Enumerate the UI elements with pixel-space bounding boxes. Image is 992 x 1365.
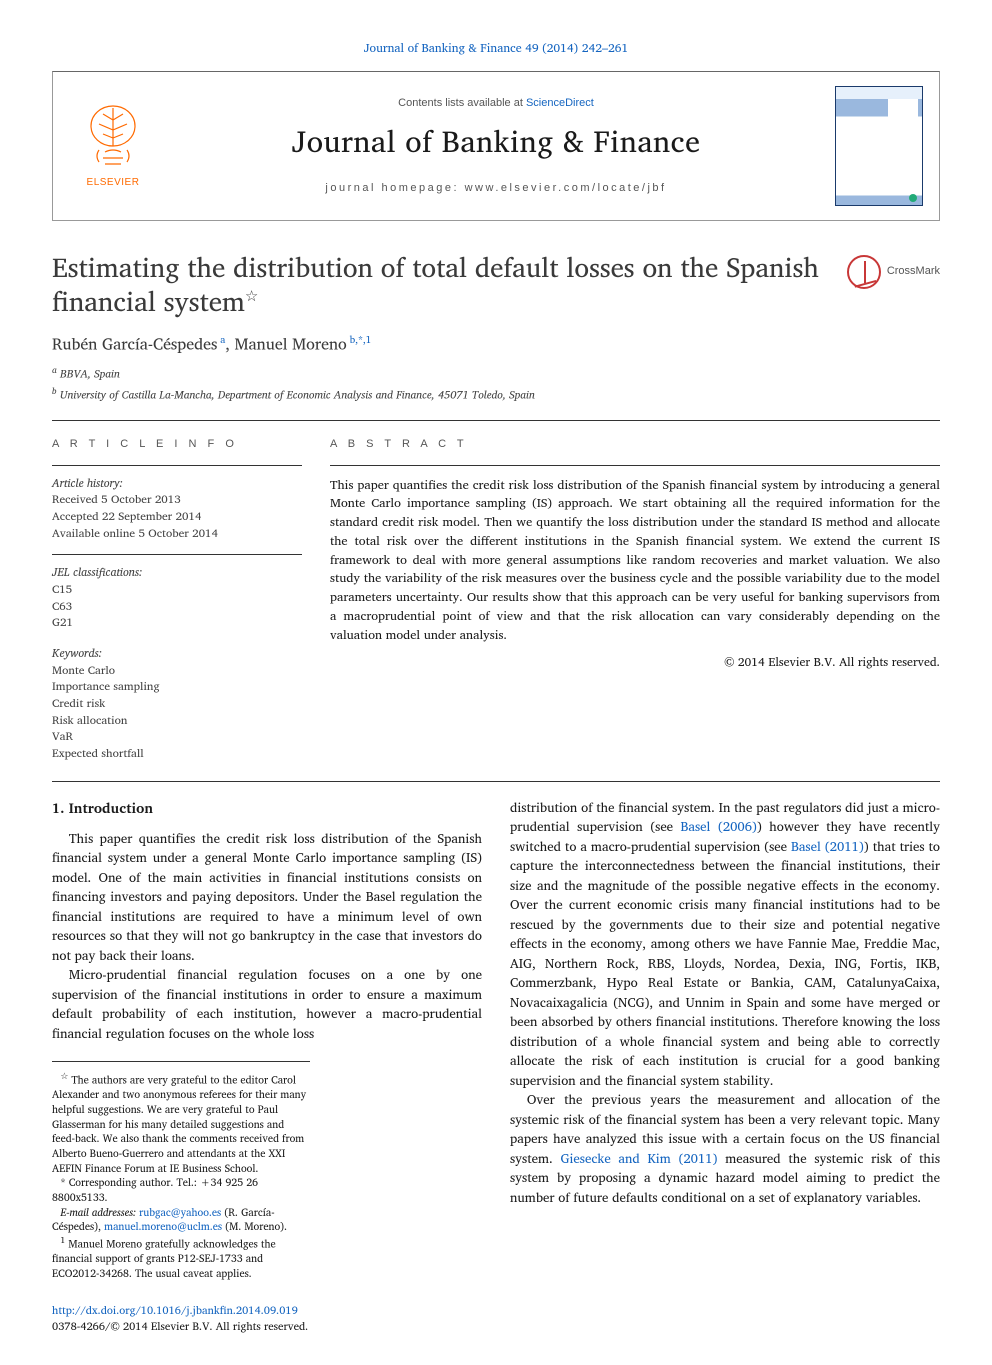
author-2: Manuel Moreno bbox=[235, 331, 347, 357]
affil-text-b: University of Castilla La-Mancha, Depart… bbox=[60, 386, 535, 404]
abstract-text: This paper quantifies the credit risk lo… bbox=[330, 476, 940, 645]
footnotes-block: ☆ The authors are very grateful to the e… bbox=[52, 1061, 310, 1281]
affiliation-a: a BBVA, Spain bbox=[52, 364, 940, 383]
article-history-block: Article history: Received 5 October 2013… bbox=[52, 476, 302, 543]
elsevier-tree-icon bbox=[81, 102, 145, 174]
page-footer: http://dx.doi.org/10.1016/j.jbankfin.201… bbox=[52, 1303, 940, 1335]
cover-thumb-dot-icon bbox=[909, 194, 917, 202]
cover-thumb-cell: JOURNAL OF BANKING & FINANCE bbox=[819, 76, 939, 216]
footnote-emails: E-mail addresses: rubgac@yahoo.es (R. Ga… bbox=[52, 1205, 310, 1234]
journal-cover-thumbnail: JOURNAL OF BANKING & FINANCE bbox=[835, 86, 923, 206]
keywords-block: Keywords: Monte Carlo Importance samplin… bbox=[52, 646, 302, 763]
publisher-logo-label: ELSEVIER bbox=[87, 176, 140, 191]
footnote-star-marker: ☆ bbox=[60, 1069, 68, 1083]
footnote-1-marker: 1 bbox=[60, 1233, 65, 1247]
paper-title-text: Estimating the distribution of total def… bbox=[52, 245, 819, 323]
abstract-copyright: © 2014 Elsevier B.V. All rights reserved… bbox=[330, 654, 940, 671]
p2-a: Micro-prudential financial regulation fo… bbox=[52, 963, 482, 1044]
header-center: Contents lists available at ScienceDirec… bbox=[173, 88, 819, 205]
intro-para-3: Over the previous years the measurement … bbox=[510, 1090, 940, 1207]
title-footnote-star: ☆ bbox=[245, 283, 258, 308]
sciencedirect-link[interactable]: ScienceDirect bbox=[526, 97, 594, 109]
citation-link[interactable]: Journal of Banking & Finance 49 (2014) 2… bbox=[364, 39, 629, 58]
affiliation-b: b University of Castilla La-Mancha, Depa… bbox=[52, 385, 940, 404]
abstract-label: A B S T R A C T bbox=[330, 437, 940, 453]
crossmark-badge[interactable]: CrossMark bbox=[847, 255, 940, 289]
divider-info-mid bbox=[52, 554, 302, 555]
p2-d: ) that tries to capture the interconnect… bbox=[510, 835, 940, 1091]
affil-text-a: BBVA, Spain bbox=[60, 365, 120, 383]
journal-name: Journal of Banking & Finance bbox=[185, 120, 807, 164]
article-info-label: A R T I C L E I N F O bbox=[52, 437, 302, 453]
abstract-column: A B S T R A C T This paper quantifies th… bbox=[330, 437, 940, 763]
author-1-affil-marker: a bbox=[217, 332, 225, 348]
journal-header-box: ELSEVIER Contents lists available at Sci… bbox=[52, 71, 940, 221]
email-link-2[interactable]: manuel.moreno@uclm.es bbox=[104, 1217, 222, 1235]
divider-abstract-top bbox=[330, 465, 940, 466]
divider-info-top bbox=[52, 465, 302, 466]
history-online: Available online 5 October 2014 bbox=[52, 524, 218, 543]
kw-6: Expected shortfall bbox=[52, 744, 144, 763]
affil-link-a[interactable]: a bbox=[220, 332, 225, 348]
authors-line: Rubén García-Céspedes a, Manuel Moreno b… bbox=[52, 333, 940, 357]
title-row: Estimating the distribution of total def… bbox=[52, 251, 940, 319]
corr-text: Corresponding author. Tel.: +34 925 26 8… bbox=[52, 1173, 258, 1206]
elsevier-logo: ELSEVIER bbox=[73, 96, 153, 196]
footnote-1: 1 Manuel Moreno gratefully acknowledges … bbox=[52, 1234, 310, 1281]
contents-lists-pre: Contents lists available at bbox=[398, 97, 526, 109]
journal-homepage-line: journal homepage: www.elsevier.com/locat… bbox=[185, 181, 807, 197]
intro-para-1: This paper quantifies the credit risk lo… bbox=[52, 829, 482, 966]
intro-para-2: Micro-prudential financial regulation fo… bbox=[52, 965, 482, 1043]
crossmark-icon bbox=[847, 255, 881, 289]
author-2-affil-marker: b,*,1 bbox=[347, 332, 372, 348]
affil-marker-a: a bbox=[52, 363, 57, 378]
affil-link-b[interactable]: b,*,1 bbox=[350, 332, 372, 348]
email-who-2: (M. Moreno). bbox=[222, 1217, 287, 1235]
divider-above-abstract bbox=[52, 420, 940, 421]
footnote-1-text: Manuel Moreno gratefully acknowledges th… bbox=[52, 1235, 276, 1282]
issn-copyright: 0378-4266/© 2014 Elsevier B.V. All right… bbox=[52, 1317, 308, 1335]
jel-block: JEL classifications: C15 C63 G21 bbox=[52, 565, 302, 632]
crossmark-label: CrossMark bbox=[887, 264, 940, 280]
info-abstract-row: A R T I C L E I N F O Article history: R… bbox=[52, 437, 940, 763]
footnote-corresponding: * Corresponding author. Tel.: +34 925 26… bbox=[52, 1175, 310, 1204]
section-1-heading: 1. Introduction bbox=[52, 798, 482, 819]
page-root: Journal of Banking & Finance 49 (2014) 2… bbox=[0, 0, 992, 1365]
body-two-column: 1. Introduction This paper quantifies th… bbox=[52, 798, 940, 1281]
homepage-pre: journal homepage: bbox=[325, 182, 464, 194]
jel-3: G21 bbox=[52, 613, 73, 632]
cover-thumb-title: JOURNAL OF BANKING & FINANCE bbox=[889, 100, 917, 113]
article-info-column: A R T I C L E I N F O Article history: R… bbox=[52, 437, 302, 763]
paper-title: Estimating the distribution of total def… bbox=[52, 251, 829, 319]
author-1: Rubén García-Céspedes bbox=[52, 331, 217, 357]
contents-lists-line: Contents lists available at ScienceDirec… bbox=[185, 96, 807, 112]
affil-marker-b: b bbox=[52, 384, 57, 399]
homepage-url: www.elsevier.com/locate/jbf bbox=[465, 182, 667, 194]
footnote-star: ☆ The authors are very grateful to the e… bbox=[52, 1070, 310, 1175]
footnote-star-text: The authors are very grateful to the edi… bbox=[52, 1071, 306, 1177]
citation-header: Journal of Banking & Finance 49 (2014) 2… bbox=[52, 40, 940, 57]
publisher-logo-cell: ELSEVIER bbox=[53, 88, 173, 204]
intro-para-2-cont: distribution of the financial system. In… bbox=[510, 798, 940, 1091]
divider-below-abstract bbox=[52, 781, 940, 782]
